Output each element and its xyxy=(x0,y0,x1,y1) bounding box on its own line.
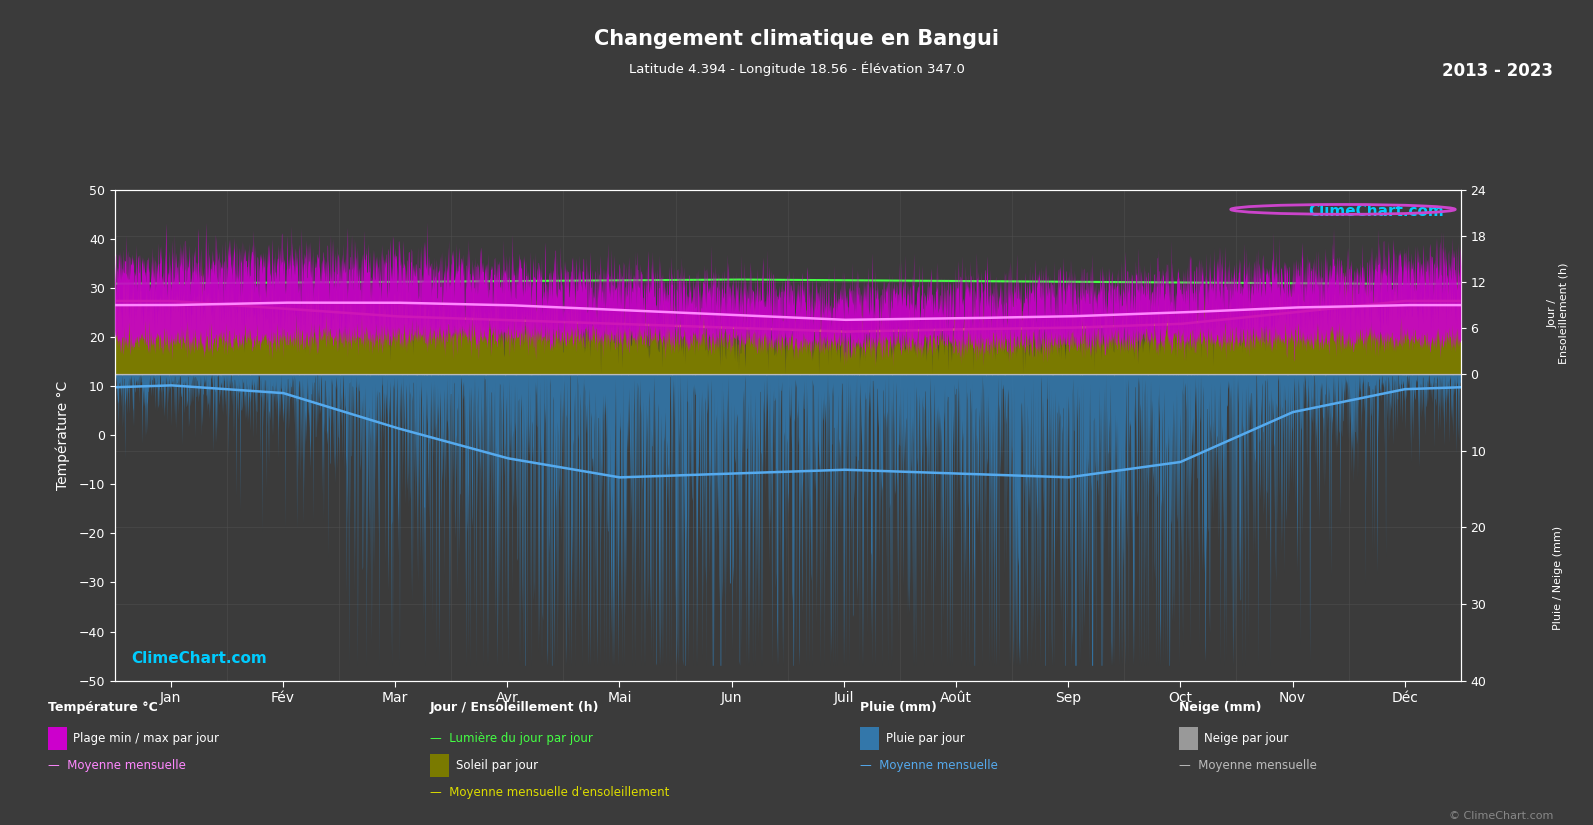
Text: Pluie (mm): Pluie (mm) xyxy=(860,701,937,714)
Text: Latitude 4.394 - Longitude 18.56 - Élévation 347.0: Latitude 4.394 - Longitude 18.56 - Éléva… xyxy=(629,62,964,77)
Y-axis label: Température °C: Température °C xyxy=(56,380,70,490)
Text: Température °C: Température °C xyxy=(48,701,158,714)
Text: © ClimeChart.com: © ClimeChart.com xyxy=(1448,811,1553,821)
Text: —  Moyenne mensuelle: — Moyenne mensuelle xyxy=(48,759,186,772)
Text: —  Moyenne mensuelle d'ensoleillement: — Moyenne mensuelle d'ensoleillement xyxy=(430,786,669,799)
Text: Plage min / max par jour: Plage min / max par jour xyxy=(73,732,220,745)
Text: ClimeChart.com: ClimeChart.com xyxy=(132,651,268,666)
Text: Neige par jour: Neige par jour xyxy=(1204,732,1289,745)
Text: ClimeChart.com: ClimeChart.com xyxy=(1308,205,1443,219)
Text: Pluie / Neige (mm): Pluie / Neige (mm) xyxy=(1553,526,1563,629)
Text: Jour / Ensoleillement (h): Jour / Ensoleillement (h) xyxy=(430,701,599,714)
Text: 2013 - 2023: 2013 - 2023 xyxy=(1442,62,1553,80)
Text: —  Lumière du jour par jour: — Lumière du jour par jour xyxy=(430,732,593,745)
Text: Soleil par jour: Soleil par jour xyxy=(456,759,538,772)
Text: Pluie par jour: Pluie par jour xyxy=(886,732,964,745)
Text: —  Moyenne mensuelle: — Moyenne mensuelle xyxy=(860,759,999,772)
Text: Neige (mm): Neige (mm) xyxy=(1179,701,1262,714)
Text: —  Moyenne mensuelle: — Moyenne mensuelle xyxy=(1179,759,1317,772)
Text: Jour /
Ensoleillement (h): Jour / Ensoleillement (h) xyxy=(1547,262,1569,365)
Text: Changement climatique en Bangui: Changement climatique en Bangui xyxy=(594,29,999,49)
